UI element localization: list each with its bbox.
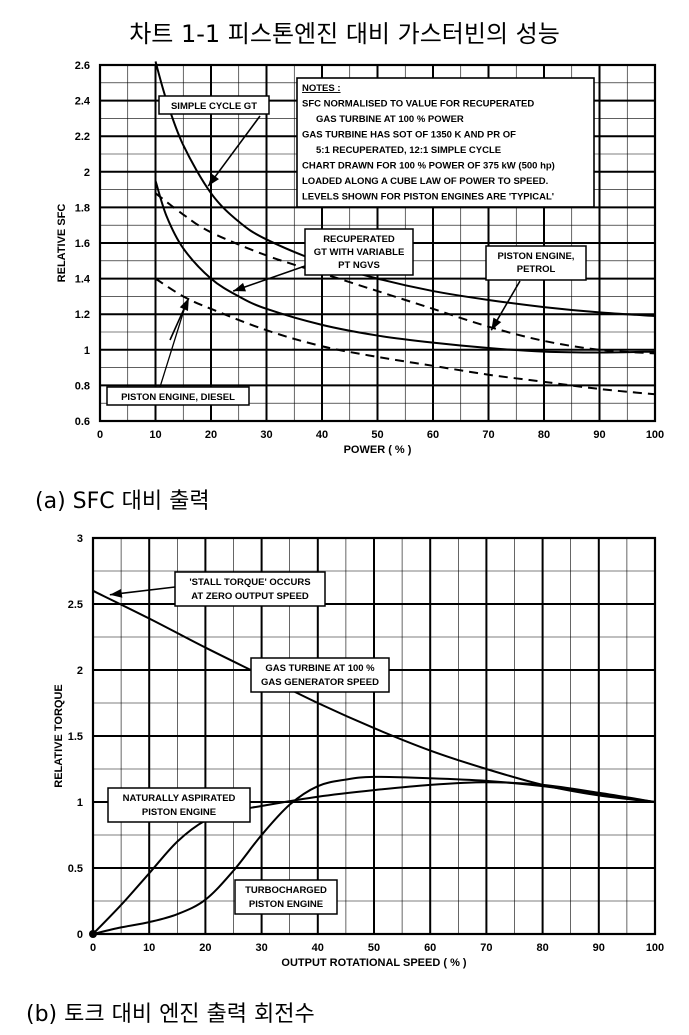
callout-naturally-aspirated-box	[107, 787, 251, 823]
callout-recuperated-gt-box	[304, 228, 414, 276]
callout-naturally-aspirated-text: NATURALLY ASPIRATED	[123, 793, 236, 804]
callout-turbocharged-text: PISTON ENGINE	[249, 899, 323, 910]
y-tick-label: 0.8	[75, 380, 90, 392]
y-tick-label: 1.8	[75, 202, 90, 214]
plot-frame	[91, 536, 657, 936]
x-tick-label: 100	[646, 429, 664, 441]
x-tick-label: 0	[97, 429, 103, 441]
callout-stall-torque-text: 'STALL TORQUE' OCCURS	[189, 577, 310, 588]
x-tick-label: 40	[312, 942, 324, 954]
callout-petrol-text: PETROL	[517, 264, 556, 275]
callout-arrow-diesel	[159, 303, 187, 388]
x-tick-label: 0	[90, 942, 96, 954]
x-tick-label: 90	[593, 942, 605, 954]
y-tick-label: 0	[77, 929, 83, 941]
y-tick-label: 2.5	[68, 599, 83, 611]
callout-recuperated-gt-text: RECUPERATED	[323, 234, 395, 245]
y-tick-label: 1.6	[75, 238, 90, 250]
y-tick-label: 2.2	[75, 131, 90, 143]
notes-line: 5:1 RECUPERATED, 12:1 SIMPLE CYCLE	[316, 145, 501, 156]
x-tick-label: 90	[593, 429, 605, 441]
x-tick-label: 100	[646, 942, 664, 954]
y-tick-label: 1.5	[68, 731, 83, 743]
callout-arrow-petrol-head	[491, 317, 502, 331]
y-tick-label: 1.4	[75, 274, 91, 286]
x-tick-label: 50	[368, 942, 380, 954]
page-title: 차트 1-1 피스톤엔진 대비 가스터빈의 성능	[129, 20, 560, 48]
x-tick-label: 60	[424, 942, 436, 954]
callout-arrow-diesel-tip-head	[179, 298, 189, 311]
callout-gas-turbine-text: GAS GENERATOR SPEED	[261, 677, 379, 688]
notes-heading: NOTES :	[302, 83, 341, 94]
notes-line: GAS TURBINE AT 100 % POWER	[316, 114, 464, 125]
callout-diesel-box	[106, 386, 250, 406]
y-tick-label: 2	[84, 167, 90, 179]
y-axis-label: RELATIVE TORQUE	[53, 684, 65, 788]
callout-turbocharged-text: TURBOCHARGED	[245, 885, 327, 896]
y-tick-label: 3	[77, 533, 83, 545]
series-line-piston-engine-diesel	[154, 277, 656, 396]
callout-arrow-recuperated-gt-head	[233, 282, 247, 292]
chart-torque-vs-speed: 0 10 20 30 40 50 60 70 80 90 100 0 0.5 1 1.5 2 2.5 3 OUTPU…	[53, 533, 664, 969]
notes-line: GAS TURBINE HAS SOT OF 1350 K AND PR OF	[302, 130, 516, 141]
callout-diesel-text: PISTON ENGINE, DIESEL	[121, 392, 235, 403]
chart-sfc-vs-power: 0 10 20 30 40 50 60 70 80 90 100 0.6 0.8 1 1.2 1.4 1.6 1.…	[56, 60, 664, 456]
notes-line: CHART DRAWN FOR 100 % POWER OF 375 kW (5…	[302, 161, 555, 172]
caption-a: (a) SFC 대비 출력	[35, 489, 210, 514]
callout-arrow-recuperated-gt	[232, 265, 306, 292]
y-tick-label: 2.4	[75, 96, 91, 108]
series-line-piston-engine-petrol	[154, 192, 656, 355]
y-tick-label: 0.6	[75, 416, 90, 428]
y-tick-label: 2.6	[75, 60, 90, 72]
notes-line: LOADED ALONG A CUBE LAW OF POWER TO SPEE…	[302, 176, 548, 187]
callout-simple-cycle-gt-box	[158, 95, 270, 115]
callout-petrol-text: PISTON ENGINE,	[498, 251, 575, 262]
x-tick-label: 20	[205, 429, 217, 441]
x-tick-label: 70	[482, 429, 494, 441]
callout-petrol-box	[485, 245, 587, 281]
origin-marker	[89, 930, 97, 938]
notes-line: LEVELS SHOWN FOR PISTON ENGINES ARE 'TYP…	[302, 192, 554, 203]
series-line-naturally-aspirated-piston-engine	[92, 781, 656, 935]
x-tick-label: 10	[143, 942, 155, 954]
x-axis-label: POWER ( % )	[344, 444, 412, 456]
callout-naturally-aspirated-text: PISTON ENGINE	[142, 807, 216, 818]
x-tick-label: 40	[316, 429, 328, 441]
y-tick-label: 1.2	[75, 309, 90, 321]
x-tick-label: 80	[536, 942, 548, 954]
callout-stall-torque-box	[174, 571, 326, 607]
callout-gas-turbine-text: GAS TURBINE AT 100 %	[265, 663, 375, 674]
x-tick-label: 50	[371, 429, 383, 441]
callout-arrow-simple-cycle-gt	[207, 115, 261, 187]
callout-gas-turbine-box	[250, 657, 390, 693]
callout-recuperated-gt-text: GT WITH VARIABLE	[314, 247, 405, 258]
series-line-turbocharged-piston-engine	[92, 775, 656, 935]
callout-recuperated-gt-text: PT NGVS	[338, 260, 380, 271]
y-tick-label: 0.5	[68, 863, 83, 875]
x-tick-label: 70	[480, 942, 492, 954]
y-tick-label: 1	[77, 797, 83, 809]
callout-simple-cycle-gt-text: SIMPLE CYCLE GT	[171, 101, 257, 112]
x-axis-label: OUTPUT ROTATIONAL SPEED ( % )	[281, 957, 467, 969]
callout-arrow-stall-torque-head	[109, 588, 123, 598]
y-tick-label: 1	[84, 345, 90, 357]
x-tick-label: 60	[427, 429, 439, 441]
callout-turbocharged-box	[234, 879, 338, 915]
x-tick-label: 10	[149, 429, 161, 441]
y-axis-label: RELATIVE SFC	[56, 204, 68, 283]
x-tick-label: 30	[255, 942, 267, 954]
notes-line: SFC NORMALISED TO VALUE FOR RECUPERATED	[302, 99, 534, 110]
plot-frame	[98, 63, 657, 423]
callout-arrow-simple-cycle-gt-head	[208, 173, 219, 187]
y-tick-label: 2	[77, 665, 83, 677]
callout-stall-torque-text: AT ZERO OUTPUT SPEED	[191, 591, 309, 602]
notes-box	[296, 77, 595, 208]
series-line-recuperated-gt-with-variable-pt-ngvs	[154, 180, 656, 354]
x-tick-label: 30	[260, 429, 272, 441]
x-tick-label: 20	[199, 942, 211, 954]
x-tick-label: 80	[538, 429, 550, 441]
caption-b: (b) 토크 대비 엔진 출력 회전수	[26, 1002, 315, 1027]
